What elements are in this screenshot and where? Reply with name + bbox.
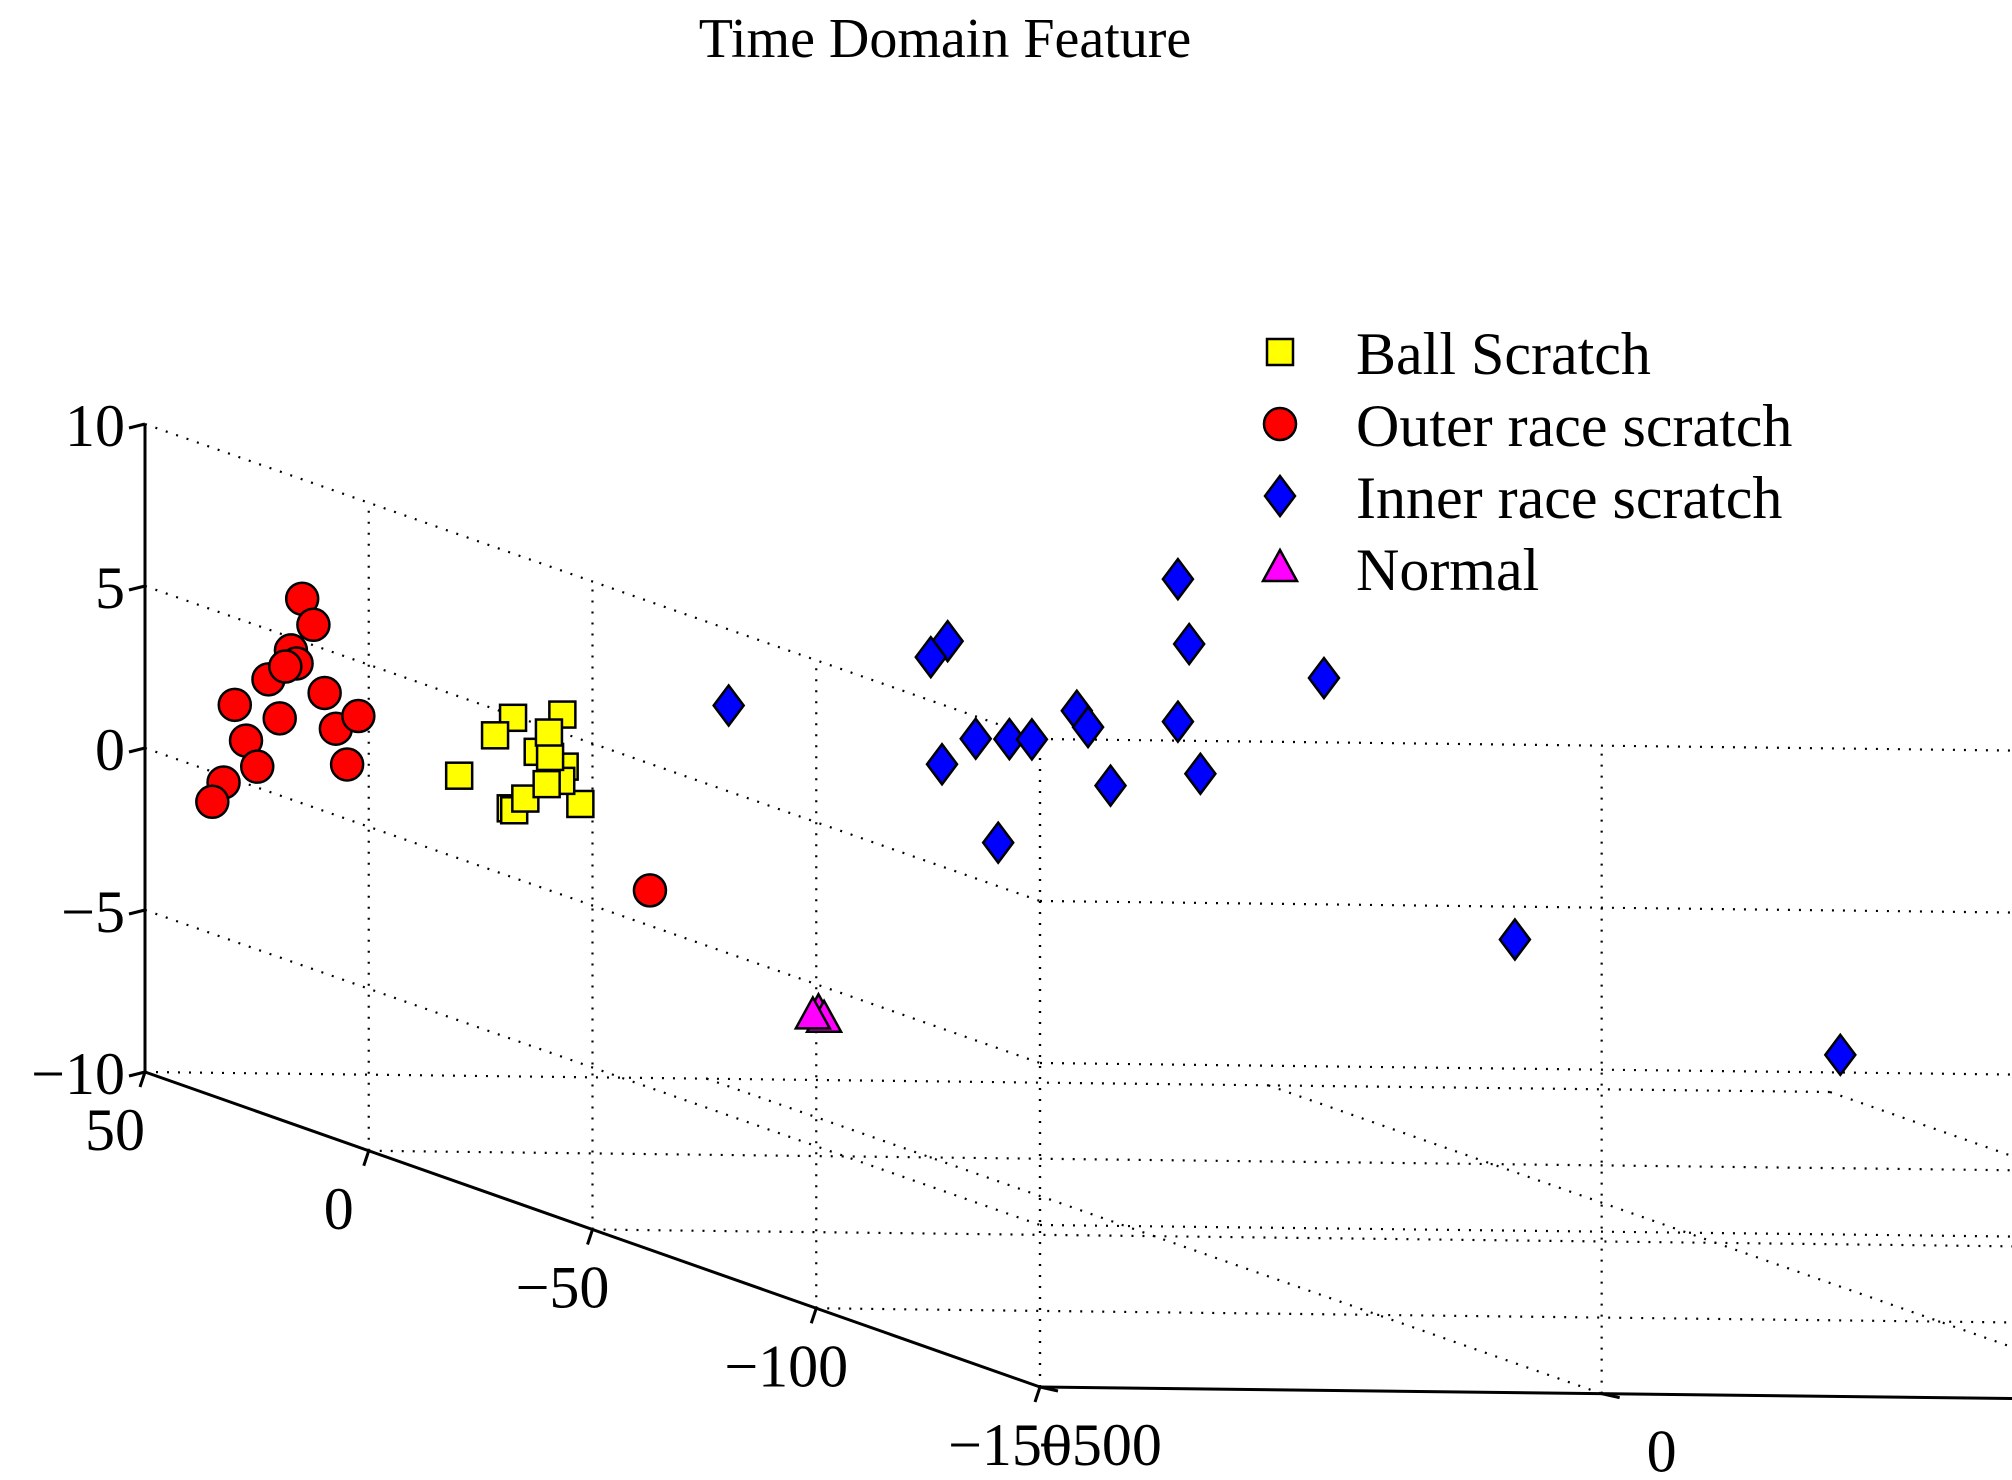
diamond-marker (1161, 699, 1195, 744)
diamond-marker (1093, 763, 1128, 808)
circle-marker (296, 607, 331, 643)
chart-title: Time Domain Feature (699, 8, 1192, 70)
grid-line (592, 1228, 2012, 1248)
x-axis-line (1039, 1385, 2012, 1401)
diamond-marker (712, 683, 746, 728)
square-marker (535, 742, 565, 772)
legend-label: Outer race scratch (1356, 393, 1792, 459)
grid-line (1039, 899, 2012, 914)
diamond-marker (914, 635, 948, 680)
diamond-marker (1161, 557, 1195, 602)
axes (128, 422, 2012, 1403)
z-tick-label: 10 (65, 393, 125, 459)
diamond-marker (1307, 655, 1341, 701)
diamond-marker (1172, 621, 1206, 667)
y-tick-label: 50 (85, 1097, 145, 1163)
circle-marker (268, 649, 303, 684)
y-tick-mark (1033, 1386, 1042, 1403)
grid-line (368, 1149, 2012, 1172)
legend-marker-triangle (1260, 547, 1300, 583)
x-tick-label: 0 (1647, 1419, 1677, 1480)
diamond-marker (981, 820, 1015, 865)
y-tick-mark (586, 1229, 594, 1245)
z-tick-label: −5 (61, 879, 125, 945)
grid-line (144, 908, 1041, 1227)
diamond-marker (1498, 917, 1532, 962)
square-marker (480, 721, 510, 750)
legend-marker-square (1265, 337, 1295, 367)
square-marker (566, 789, 595, 819)
z-tick-mark (128, 1070, 146, 1078)
y-tick-mark (138, 1071, 147, 1088)
legend-label: Inner race scratch (1356, 465, 1782, 531)
grid-line (1039, 737, 2012, 752)
y-tick-label: −150 (948, 1412, 1072, 1478)
legend-marker-circle (1262, 406, 1298, 442)
grid-line (1039, 1061, 2012, 1076)
z-tick-label: 0 (95, 717, 125, 783)
series-circle (195, 581, 668, 908)
legend-label: Normal (1356, 537, 1539, 603)
grid-line (1039, 1223, 2012, 1238)
square-marker (532, 769, 561, 799)
series-diamond (712, 557, 1857, 1077)
x-tick-label: −500 (1038, 1412, 1162, 1478)
circle-marker (307, 675, 342, 711)
y-tick-label: 0 (324, 1176, 354, 1242)
diamond-marker (1183, 751, 1217, 796)
series-square (444, 700, 595, 825)
y-tick-label: −100 (724, 1333, 848, 1399)
grid-line (144, 1070, 1831, 1094)
z-tick-label: 5 (95, 555, 125, 621)
circle-marker (239, 749, 275, 784)
circle-marker (195, 784, 230, 820)
circle-marker (341, 698, 376, 734)
grid-line (144, 422, 1041, 741)
grid-line (144, 746, 1041, 1065)
z-tick-mark (128, 746, 146, 754)
series-triangle (793, 991, 844, 1034)
grid-line (1267, 1084, 2012, 1349)
diamond-marker (1071, 705, 1105, 750)
z-tick-mark (128, 584, 146, 592)
legend-marker-diamond (1263, 473, 1297, 519)
legend-label: Ball Scratch (1356, 321, 1651, 387)
diamond-marker (992, 717, 1026, 762)
grid-line (1829, 1090, 2012, 1158)
z-tick-mark (128, 908, 146, 916)
grid-line (816, 1307, 2012, 1324)
y-tick-mark (809, 1307, 818, 1324)
z-tick-label: −10 (31, 1041, 125, 1107)
circle-marker (329, 747, 365, 782)
square-marker (534, 718, 564, 747)
y-tick-mark (362, 1150, 371, 1167)
square-marker (511, 784, 540, 813)
y-tick-label: −50 (516, 1255, 610, 1321)
circle-marker (217, 687, 253, 723)
diamond-marker (1823, 1032, 1857, 1077)
diamond-marker (925, 742, 959, 787)
square-marker (444, 761, 474, 790)
grid (143, 422, 2012, 1400)
data-points (195, 557, 1857, 1077)
z-tick-mark (128, 422, 146, 430)
x-tick-mark (1039, 1385, 1059, 1393)
circle-marker (632, 873, 668, 908)
grid-line (144, 584, 1041, 903)
triangle-marker (793, 994, 832, 1030)
diamond-marker (1015, 717, 1049, 762)
x-tick-mark (1601, 1392, 1620, 1400)
diamond-marker (959, 716, 993, 761)
circle-marker (262, 701, 297, 736)
